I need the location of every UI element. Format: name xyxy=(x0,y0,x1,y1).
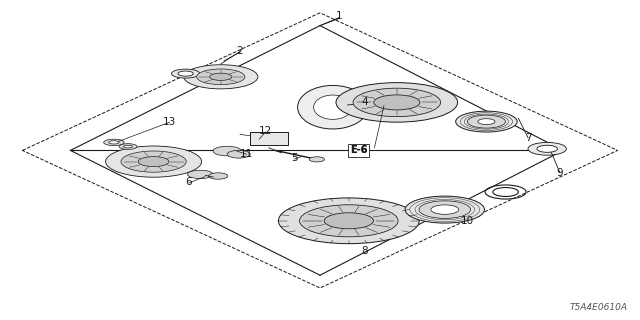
Text: 13: 13 xyxy=(163,116,176,127)
Text: E-6: E-6 xyxy=(349,145,367,156)
Text: 10: 10 xyxy=(461,216,474,226)
Ellipse shape xyxy=(104,139,124,146)
Text: 9: 9 xyxy=(557,168,563,178)
Ellipse shape xyxy=(374,95,420,110)
Ellipse shape xyxy=(227,150,250,158)
Ellipse shape xyxy=(300,205,398,237)
Ellipse shape xyxy=(405,196,484,223)
Text: 7: 7 xyxy=(525,132,531,143)
Text: 2: 2 xyxy=(237,46,243,56)
Text: T5A4E0610A: T5A4E0610A xyxy=(569,303,627,312)
Text: 4: 4 xyxy=(362,97,368,108)
Ellipse shape xyxy=(493,188,518,196)
Ellipse shape xyxy=(467,115,506,128)
Text: E-6: E-6 xyxy=(349,145,367,156)
Ellipse shape xyxy=(478,119,495,124)
Ellipse shape xyxy=(209,173,228,179)
Ellipse shape xyxy=(298,85,368,129)
Ellipse shape xyxy=(196,69,245,85)
Ellipse shape xyxy=(324,213,374,229)
Ellipse shape xyxy=(537,145,557,152)
Ellipse shape xyxy=(178,71,193,76)
Ellipse shape xyxy=(188,170,213,179)
Ellipse shape xyxy=(119,144,137,149)
Ellipse shape xyxy=(336,83,458,122)
Ellipse shape xyxy=(431,205,459,214)
Ellipse shape xyxy=(309,157,324,162)
Text: 5: 5 xyxy=(291,153,298,164)
Ellipse shape xyxy=(528,142,566,155)
Ellipse shape xyxy=(172,69,200,78)
Ellipse shape xyxy=(121,151,186,172)
FancyBboxPatch shape xyxy=(250,132,288,145)
Text: 8: 8 xyxy=(362,246,368,256)
Ellipse shape xyxy=(109,141,119,144)
Ellipse shape xyxy=(456,111,517,132)
Ellipse shape xyxy=(106,146,202,177)
Ellipse shape xyxy=(419,201,470,218)
Text: 12: 12 xyxy=(259,126,272,136)
Ellipse shape xyxy=(210,73,232,80)
Text: 11: 11 xyxy=(240,148,253,159)
Ellipse shape xyxy=(314,95,352,119)
Ellipse shape xyxy=(138,156,169,167)
Ellipse shape xyxy=(213,146,241,156)
Ellipse shape xyxy=(278,198,419,244)
Ellipse shape xyxy=(353,88,440,116)
Ellipse shape xyxy=(184,65,258,89)
Text: 1: 1 xyxy=(336,11,342,21)
Ellipse shape xyxy=(124,145,132,148)
Text: 6: 6 xyxy=(186,177,192,188)
